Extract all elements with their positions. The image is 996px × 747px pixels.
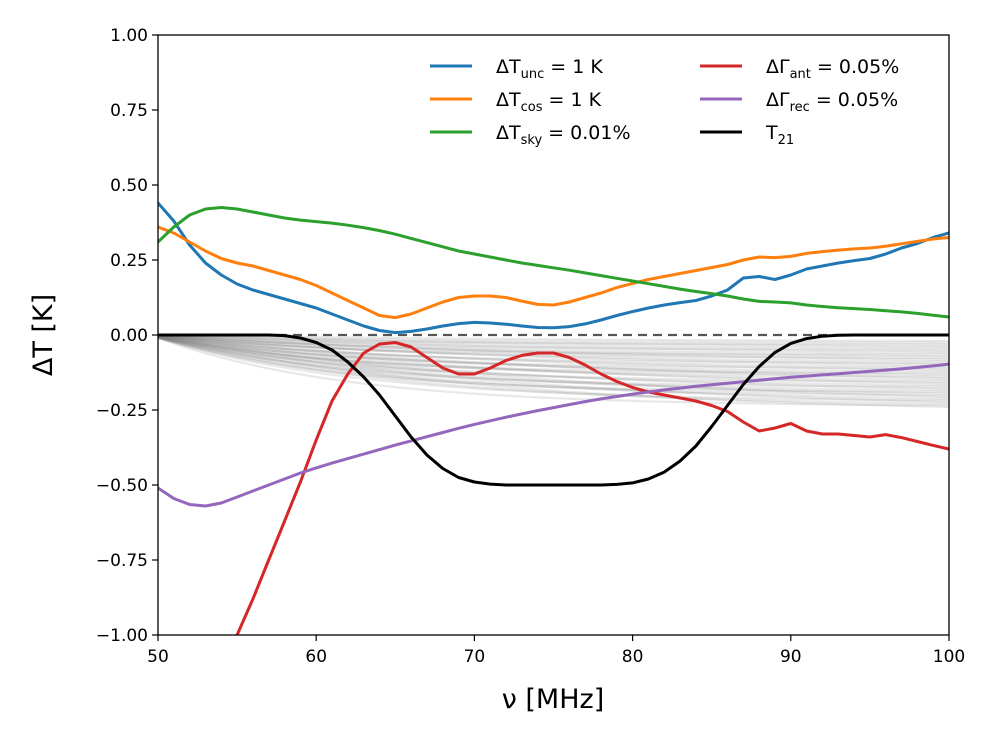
x-tick-label: 90 bbox=[780, 647, 802, 667]
background-curve bbox=[158, 336, 949, 395]
background-curve bbox=[158, 334, 949, 346]
background-curve bbox=[158, 334, 949, 351]
x-tick-label: 70 bbox=[464, 647, 486, 667]
x-axis-label: ν [MHz] bbox=[502, 684, 605, 715]
x-tick-label: 100 bbox=[933, 647, 965, 667]
background-curve bbox=[158, 334, 949, 365]
background-curve bbox=[158, 336, 949, 397]
background-curve bbox=[158, 335, 949, 387]
y-tick-label: 0.25 bbox=[110, 251, 148, 271]
background-curve bbox=[158, 336, 949, 400]
background-curve bbox=[158, 334, 949, 359]
background-curve bbox=[158, 336, 949, 393]
y-tick-label: 0.75 bbox=[110, 101, 148, 121]
y-axis: −1.00 −0.75 −0.50 −0.25 0.00 0.25 0.50 0.75 1.00 bbox=[96, 26, 158, 646]
background-curve bbox=[158, 336, 949, 388]
series-line bbox=[235, 341, 949, 635]
background-curve bbox=[158, 334, 949, 344]
legend-label: ΔTcos = 1 K bbox=[496, 89, 602, 115]
series-line bbox=[158, 362, 949, 508]
y-tick-label: −0.25 bbox=[96, 401, 148, 421]
background-curve bbox=[158, 335, 949, 375]
background-curve bbox=[158, 334, 949, 349]
background-curve bbox=[158, 336, 949, 398]
legend: ΔTunc = 1 K ΔTcos = 1 K ΔTsky = 0.01% ΔΓant… bbox=[430, 56, 899, 148]
background-curve bbox=[158, 335, 949, 385]
legend-label: ΔΓrec = 0.05% bbox=[766, 89, 898, 115]
series-line bbox=[158, 201, 949, 335]
background-curve bbox=[158, 334, 949, 348]
x-tick-label: 50 bbox=[147, 647, 169, 667]
background-curve bbox=[158, 336, 949, 390]
x-axis: 50 60 70 80 90 100 bbox=[147, 635, 965, 667]
background-curve bbox=[158, 334, 949, 354]
series-layer bbox=[158, 201, 949, 635]
background-curve bbox=[158, 335, 949, 370]
x-tick-label: 60 bbox=[305, 647, 327, 667]
x-tick-label: 80 bbox=[622, 647, 644, 667]
background-curve bbox=[158, 336, 949, 409]
background-curve bbox=[158, 335, 949, 368]
background-curve bbox=[158, 335, 949, 366]
series-line bbox=[158, 333, 949, 487]
y-tick-label: −0.75 bbox=[96, 551, 148, 571]
background-curve bbox=[158, 335, 949, 376]
background-curve bbox=[158, 334, 949, 363]
background-curve bbox=[158, 336, 949, 405]
y-tick-label: 0.00 bbox=[110, 326, 148, 346]
background-curve bbox=[158, 336, 949, 403]
background-curve bbox=[158, 336, 949, 402]
background-curve bbox=[158, 335, 949, 373]
background-curve bbox=[158, 336, 949, 392]
background-curve bbox=[158, 334, 949, 353]
series-line bbox=[158, 225, 949, 320]
legend-label: ΔTsky = 0.01% bbox=[496, 122, 631, 148]
y-tick-label: 0.50 bbox=[110, 176, 148, 196]
y-tick-label: −0.50 bbox=[96, 476, 148, 496]
background-curve bbox=[158, 335, 949, 371]
background-curve bbox=[158, 335, 949, 381]
series-line bbox=[158, 206, 949, 319]
y-axis-label: ΔT [K] bbox=[28, 294, 59, 376]
y-tick-label: 1.00 bbox=[110, 26, 148, 46]
background-curve bbox=[158, 336, 949, 407]
legend-label: ΔΓant = 0.05% bbox=[766, 56, 899, 82]
background-curve bbox=[158, 335, 949, 383]
y-tick-label: −1.00 bbox=[96, 626, 148, 646]
legend-label: ΔTunc = 1 K bbox=[496, 56, 603, 82]
legend-label: T21 bbox=[765, 122, 794, 148]
